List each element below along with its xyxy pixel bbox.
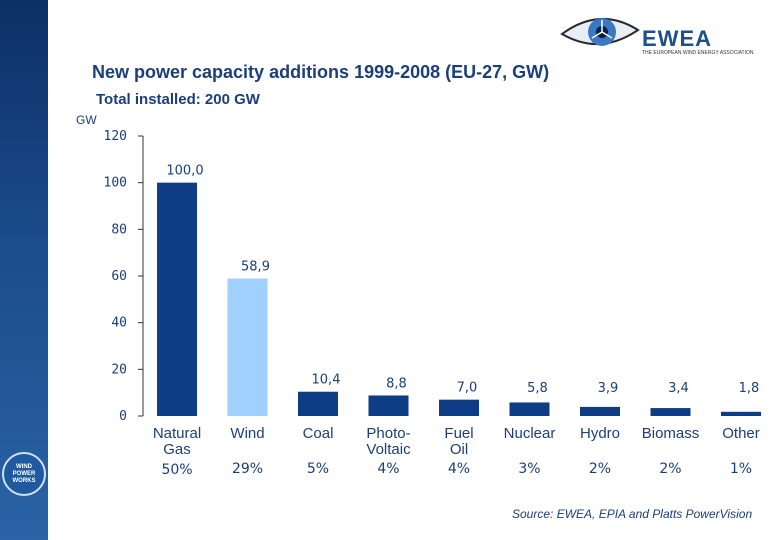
y-tick-label: 40 — [111, 316, 127, 331]
y-tick-label: 20 — [111, 362, 127, 377]
category-label: Other — [722, 425, 760, 442]
y-axis-label: GW — [76, 113, 97, 127]
category-label: Nuclear — [504, 425, 556, 442]
category-label: Coal — [303, 425, 334, 442]
bar — [227, 278, 268, 416]
sidebar-band: WIND POWER WORKS — [0, 0, 48, 540]
share-label: 4% — [448, 461, 470, 477]
category-label: Natural — [153, 425, 201, 442]
chart-title: New power capacity additions 1999-2008 (… — [92, 62, 550, 82]
category-label: Gas — [163, 441, 191, 458]
wind-power-works-logo: WIND POWER WORKS — [2, 452, 46, 496]
data-label: 100,0 — [166, 164, 203, 179]
bar — [368, 395, 409, 416]
y-tick-label: 120 — [104, 129, 127, 144]
brand-name: EWEA — [642, 26, 712, 51]
logo-line-2: POWER — [12, 470, 36, 477]
logo-line-1: WIND — [16, 463, 32, 470]
y-tick-label: 80 — [111, 222, 127, 237]
y-tick-label: 100 — [104, 176, 127, 191]
logo-line-3: WORKS — [12, 477, 36, 484]
eye-icon — [560, 18, 640, 46]
category-label: Biomass — [642, 425, 700, 442]
share-label: 1% — [730, 461, 752, 477]
category-label: Hydro — [580, 425, 620, 442]
brand-tagline: THE EUROPEAN WIND ENERGY ASSOCIATION — [642, 50, 754, 56]
share-label: 2% — [659, 461, 681, 477]
y-tick-label: 60 — [111, 269, 127, 284]
category-label: Wind — [230, 425, 264, 442]
bar — [721, 411, 761, 416]
data-label: 3,9 — [598, 381, 619, 396]
y-tick-label: 0 — [119, 409, 127, 424]
data-label: 7,0 — [457, 381, 478, 396]
share-label: 2% — [589, 461, 611, 477]
bar — [509, 402, 550, 416]
data-label: 10,4 — [312, 373, 341, 388]
share-label: 4% — [377, 461, 399, 477]
share-label: 3% — [518, 461, 540, 477]
category-label: Voltaic — [366, 441, 411, 458]
data-label: 8,8 — [386, 376, 407, 391]
bar — [580, 406, 620, 416]
category-label: Oil — [450, 441, 468, 458]
source-note: Source: EWEA, EPIA and Platts PowerVisio… — [512, 507, 753, 521]
share-label: 50% — [161, 462, 192, 478]
ewea-brand: EWEA THE EUROPEAN WIND ENERGY ASSOCIATIO… — [560, 8, 770, 58]
bar — [298, 391, 338, 416]
chart-subtitle: Total installed: 200 GW — [96, 91, 260, 108]
category-label: Fuel — [444, 425, 473, 442]
data-label: 1,8 — [739, 381, 760, 396]
category-label: Photo- — [366, 425, 410, 442]
data-label: 3,4 — [668, 381, 689, 396]
bar — [157, 182, 197, 416]
share-label: 29% — [232, 461, 263, 477]
data-label: 5,8 — [527, 381, 548, 396]
bar — [439, 399, 479, 416]
data-label: 58,9 — [241, 260, 270, 275]
share-label: 5% — [307, 461, 329, 477]
bar — [650, 408, 691, 416]
